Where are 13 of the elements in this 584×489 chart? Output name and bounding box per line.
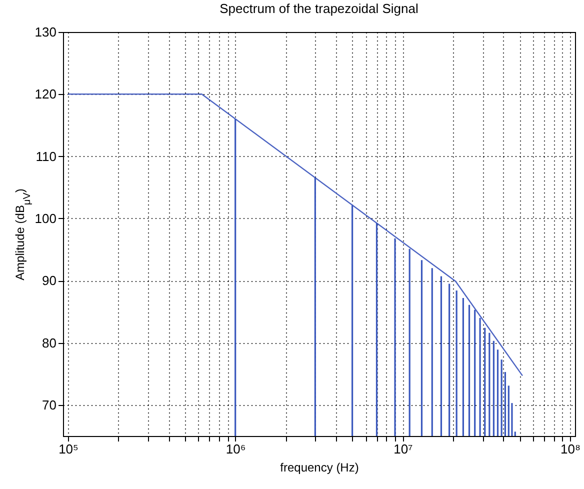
- x-tick-label: 10⁵: [58, 442, 78, 456]
- y-tick-label: 100: [34, 210, 56, 226]
- y-tick-label: 90: [42, 273, 56, 288]
- x-tick-label: 10⁸: [560, 442, 580, 456]
- y-tick-label: 70: [42, 397, 56, 412]
- y-tick-label: 110: [36, 148, 56, 164]
- x-tick-label: 10⁶: [226, 442, 246, 456]
- y-tick-label: 120: [34, 86, 56, 102]
- x-axis-title: frequency (Hz): [280, 460, 359, 474]
- y-tick-label: 80: [42, 335, 56, 350]
- chart-title: Spectrum of the trapezoidal Signal: [220, 1, 418, 16]
- y-tick-label: 130: [34, 24, 56, 40]
- x-tick-label: 10⁷: [394, 442, 414, 456]
